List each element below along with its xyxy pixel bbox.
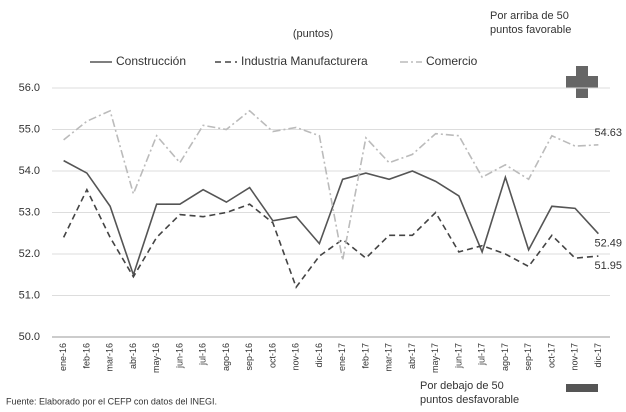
annotation: Por debajo de 50 xyxy=(420,380,504,392)
line-series xyxy=(63,159,599,278)
y-tick-label: 56.0 xyxy=(19,82,40,94)
y-tick-label: 54.0 xyxy=(19,165,40,177)
x-tick-label: abr-16 xyxy=(128,343,138,369)
x-tick-label: mar-17 xyxy=(384,343,394,372)
data-label: 52.49 xyxy=(594,238,622,250)
x-tick-label: abr-17 xyxy=(407,343,417,369)
x-tick-label: feb-16 xyxy=(81,343,91,369)
x-tick-label: ene-16 xyxy=(58,343,68,371)
x-tick-label: oct-17 xyxy=(546,343,556,368)
line-series xyxy=(63,109,599,261)
x-tick-label: ago-16 xyxy=(221,343,231,371)
x-tick-label: mar-16 xyxy=(105,343,115,372)
plus-icon xyxy=(566,66,598,98)
x-tick-label: jun-16 xyxy=(174,343,184,369)
legend-label: Industria Manufacturera xyxy=(241,54,368,68)
x-tick-label: oct-16 xyxy=(267,343,277,368)
x-tick-label: ago-17 xyxy=(500,343,510,371)
data-label: 51.95 xyxy=(594,260,622,272)
x-tick-label: jun-17 xyxy=(453,343,463,369)
x-tick-label: may-17 xyxy=(430,343,440,373)
annotation: puntos desfavorable xyxy=(420,394,519,406)
annotation: Por arriba de 50 xyxy=(490,10,569,22)
x-tick-label: feb-17 xyxy=(360,343,370,369)
legend-label: Construcción xyxy=(116,54,186,68)
annotation: puntos favorable xyxy=(490,24,571,36)
source: Fuente: Elaborado por el CEFP con datos … xyxy=(6,396,217,406)
x-tick-label: sep-17 xyxy=(523,343,533,371)
x-tick-label: nov-16 xyxy=(291,343,301,371)
x-tick-label: nov-17 xyxy=(570,343,580,371)
line-series xyxy=(62,187,599,289)
data-label: 54.63 xyxy=(594,127,622,139)
x-tick-label: sep-16 xyxy=(244,343,254,371)
y-tick-label: 52.0 xyxy=(19,248,40,260)
y-tick-label: 51.0 xyxy=(19,289,40,301)
minus-icon xyxy=(566,384,598,392)
x-tick-label: dic-16 xyxy=(314,343,324,368)
x-tick-label: dic-17 xyxy=(593,343,603,368)
chart-subtitle: (puntos) xyxy=(293,28,333,40)
legend-label: Comercio xyxy=(426,54,478,68)
x-tick-label: may-16 xyxy=(151,343,161,373)
y-tick-label: 50.0 xyxy=(19,331,40,343)
x-tick-label: jul-16 xyxy=(198,343,208,366)
x-tick-label: ene-17 xyxy=(337,343,347,371)
x-tick-label: jul-17 xyxy=(477,343,487,366)
y-tick-label: 55.0 xyxy=(19,123,40,135)
y-tick-label: 53.0 xyxy=(19,206,40,218)
